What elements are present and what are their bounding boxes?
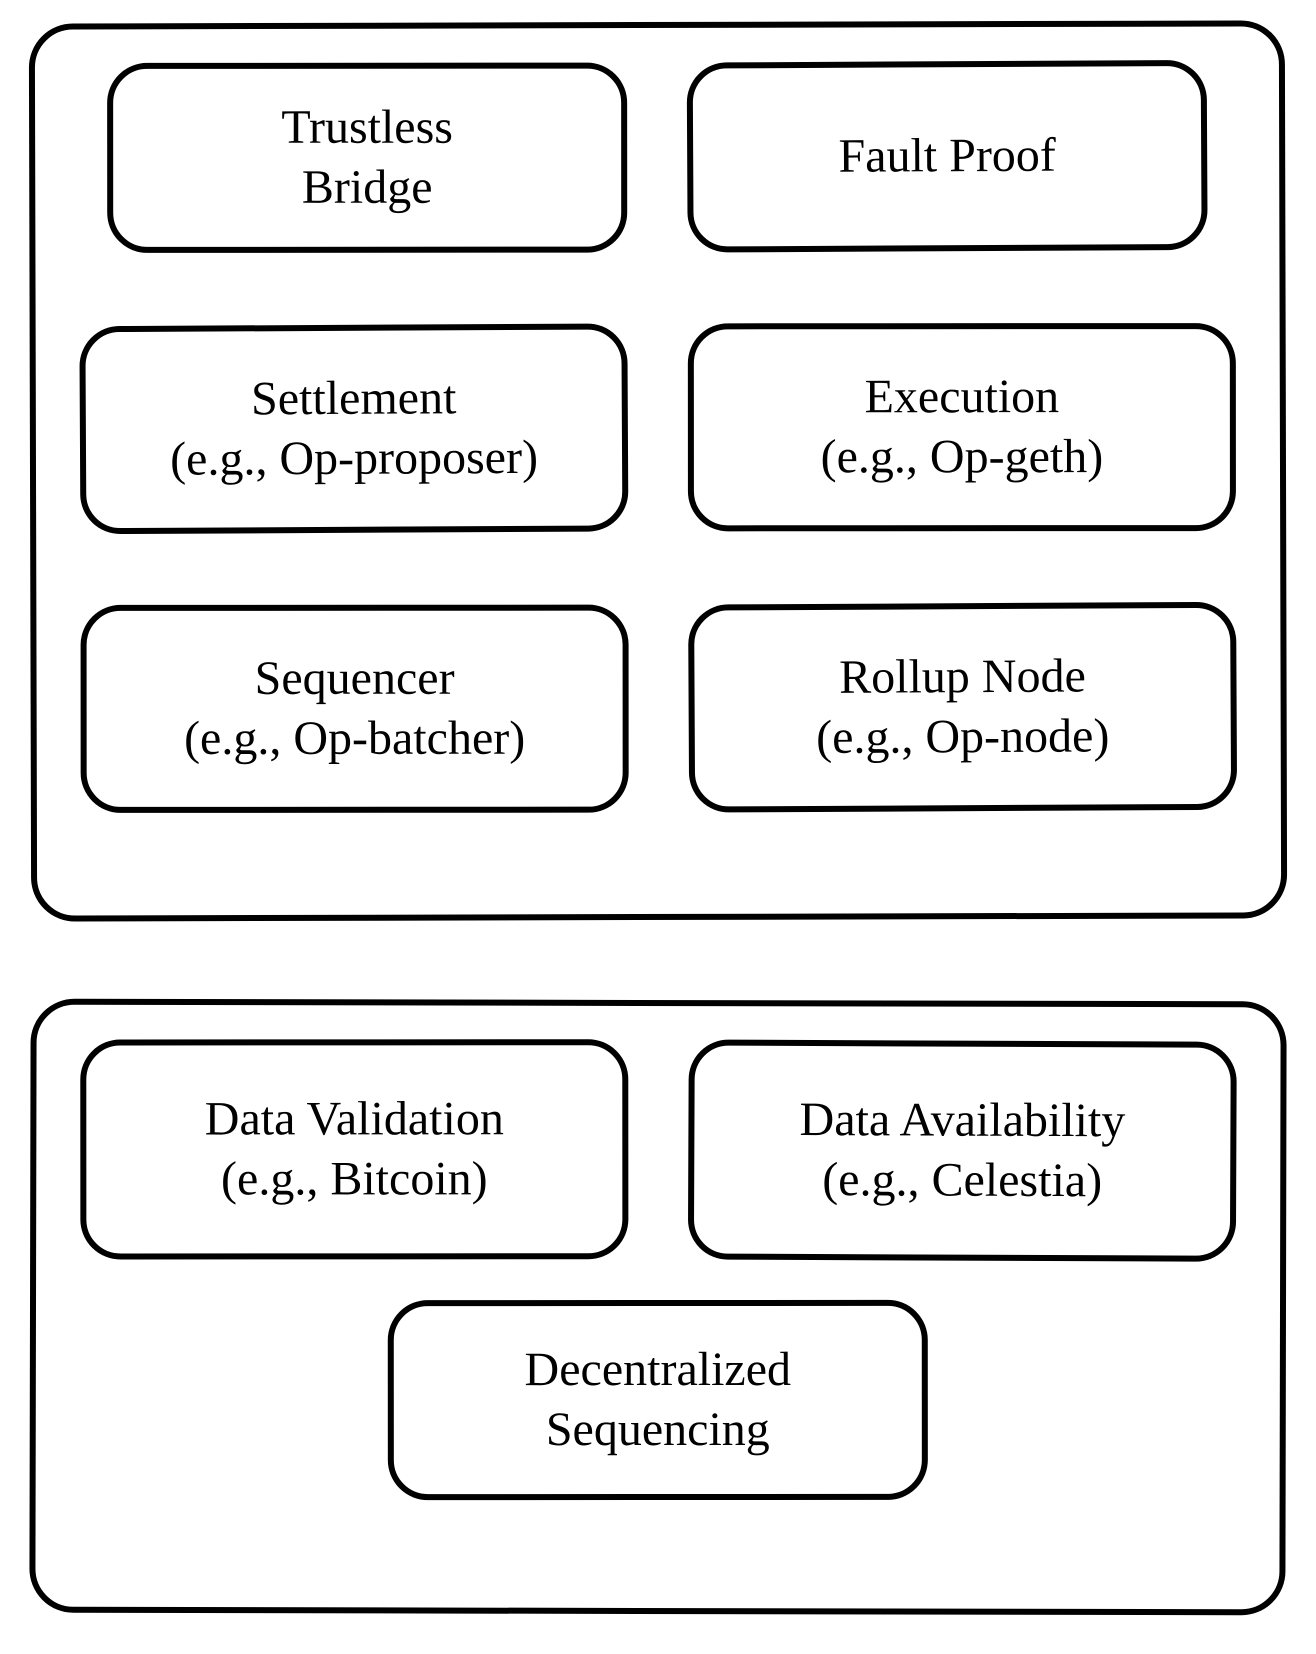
- node-rollup-node: Rollup Node (e.g., Op-node): [688, 602, 1237, 813]
- node-label-line1: Rollup Node: [839, 647, 1086, 708]
- node-label-line2: (e.g., Op-geth): [821, 427, 1104, 487]
- node-fault-proof: Fault Proof: [687, 60, 1208, 253]
- lower-row-1: Data Validation (e.g., Bitcoin) Data Ava…: [80, 1039, 1236, 1261]
- node-label-line1: Fault Proof: [838, 126, 1056, 187]
- node-label-line2: (e.g., Op-proposer): [170, 428, 538, 490]
- node-label-line1: Trustless: [281, 98, 453, 158]
- node-label-line1: Sequencer: [255, 649, 455, 709]
- node-label-line1: Data Availability: [799, 1090, 1125, 1151]
- node-data-validation: Data Validation (e.g., Bitcoin): [80, 1039, 628, 1259]
- node-settlement: Settlement (e.g., Op-proposer): [79, 323, 628, 534]
- node-label-line2: (e.g., Celestia): [822, 1150, 1102, 1211]
- node-label-line2: Bridge: [302, 158, 433, 218]
- node-label-line2: Sequencing: [546, 1400, 770, 1460]
- node-sequencer: Sequencer (e.g., Op-batcher): [81, 605, 629, 813]
- diagram-canvas: Trustless Bridge Fault Proof Settlement …: [0, 0, 1316, 1654]
- node-data-availability: Data Availability (e.g., Celestia): [688, 1039, 1237, 1261]
- node-label-line1: Settlement: [251, 368, 457, 429]
- upper-row-2: Settlement (e.g., Op-proposer) Execution…: [80, 322, 1237, 533]
- node-label-line1: Execution: [865, 367, 1060, 427]
- node-label-line2: (e.g., Op-node): [816, 706, 1110, 768]
- upper-panel: Trustless Bridge Fault Proof Settlement …: [29, 20, 1287, 921]
- node-label-line1: Data Validation: [205, 1089, 504, 1149]
- node-label-line2: (e.g., Bitcoin): [221, 1149, 488, 1209]
- upper-row-3: Sequencer (e.g., Op-batcher) Rollup Node…: [80, 602, 1237, 813]
- upper-row-1: Trustless Bridge Fault Proof: [79, 60, 1235, 253]
- lower-row-2: Decentralized Sequencing: [80, 1299, 1236, 1501]
- node-label-line1: Decentralized: [525, 1340, 792, 1400]
- node-decentralized-sequencing: Decentralized Sequencing: [388, 1300, 928, 1500]
- node-label-line2: (e.g., Op-batcher): [184, 709, 525, 769]
- lower-panel: Data Validation (e.g., Bitcoin) Data Ava…: [29, 999, 1286, 1616]
- node-trustless-bridge: Trustless Bridge: [107, 63, 627, 253]
- node-execution: Execution (e.g., Op-geth): [688, 323, 1236, 531]
